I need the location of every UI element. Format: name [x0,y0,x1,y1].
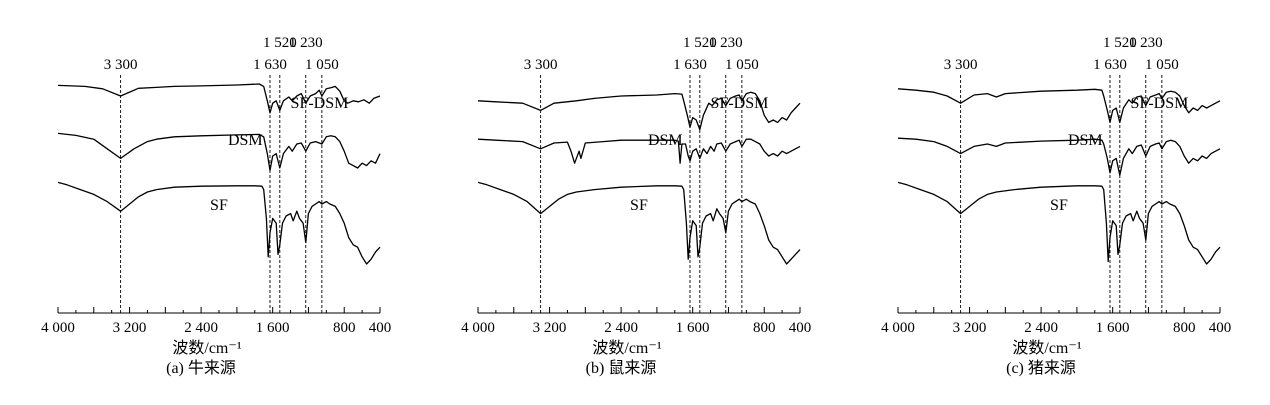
x-tick-label: 3 200 [533,320,567,336]
panel-caption: (a) 牛来源 [166,359,236,377]
series-label: SF [1050,197,1068,214]
series-line [897,88,1221,124]
series-label: SF-DSM [1131,95,1189,112]
series-label: SF-DSM [711,95,769,112]
x-tick-label: 3 200 [113,320,147,336]
series-label: SF [630,197,648,214]
series-line [477,91,801,131]
x-tick-label: 400 [1209,320,1232,336]
series-label: DSM [228,132,263,149]
x-tick-label: 2 400 [184,320,218,336]
series-line [477,181,801,265]
panel-2: 4 000 3 200 2 400 1 600 800 400 波数/cm⁻¹ (b) 鼠来源… [461,35,811,377]
marker-label: 1 050 [725,57,759,73]
x-tick-label: 4 000 [881,320,915,336]
series-label: SF [210,197,228,214]
x-tick-label: 1 600 [256,320,290,336]
series-line [57,132,381,172]
series-line [897,181,1221,265]
series-label: DSM [648,132,683,149]
x-axis-label: 波数/cm⁻¹ [592,339,661,357]
marker-label: 1 630 [253,57,287,73]
x-tick-label: 4 000 [461,320,495,336]
marker-label: 1 520 [683,35,717,51]
series-line [477,138,801,164]
marker-label: 1 520 [1103,35,1137,51]
panel-caption: (b) 鼠来源 [586,359,657,377]
marker-label: 3 300 [524,57,558,73]
panel-3: 4 000 3 200 2 400 1 600 800 400 波数/cm⁻¹ (c) 猪来源… [881,35,1231,377]
marker-label: 1 630 [673,57,707,73]
x-tick-label: 1 600 [676,320,710,336]
x-tick-label: 800 [753,320,776,336]
x-tick-label: 4 000 [41,320,75,336]
marker-label: 1 050 [1145,57,1179,73]
marker-label: 1 520 [263,35,297,51]
marker-label: 1 230 [1129,35,1163,51]
series-label: SF-DSM [291,95,349,112]
marker-label: 1 230 [709,35,743,51]
x-tick-label: 1 600 [1096,320,1130,336]
x-tick-label: 400 [789,320,812,336]
series-line [57,83,381,114]
marker-label: 1 230 [289,35,323,51]
x-axis-label: 波数/cm⁻¹ [1012,339,1081,357]
series-line [57,181,381,265]
x-tick-label: 2 400 [1024,320,1058,336]
x-tick-label: 800 [333,320,356,336]
x-tick-label: 2 400 [604,320,638,336]
x-tick-label: 3 200 [953,320,987,336]
panel-1: 4 000 3 200 2 400 1 600 800 400 波数/cm⁻¹ (a) 牛来源… [41,35,391,377]
series-label: DSM [1068,132,1103,149]
marker-label: 1 050 [305,57,339,73]
x-tick-label: 400 [369,320,392,336]
x-tick-label: 800 [1173,320,1196,336]
marker-label: 3 300 [944,57,978,73]
x-axis-label: 波数/cm⁻¹ [172,339,241,357]
panel-caption: (c) 猪来源 [1006,359,1076,377]
marker-label: 3 300 [104,57,138,73]
marker-label: 1 630 [1093,57,1127,73]
series-line [897,137,1221,176]
